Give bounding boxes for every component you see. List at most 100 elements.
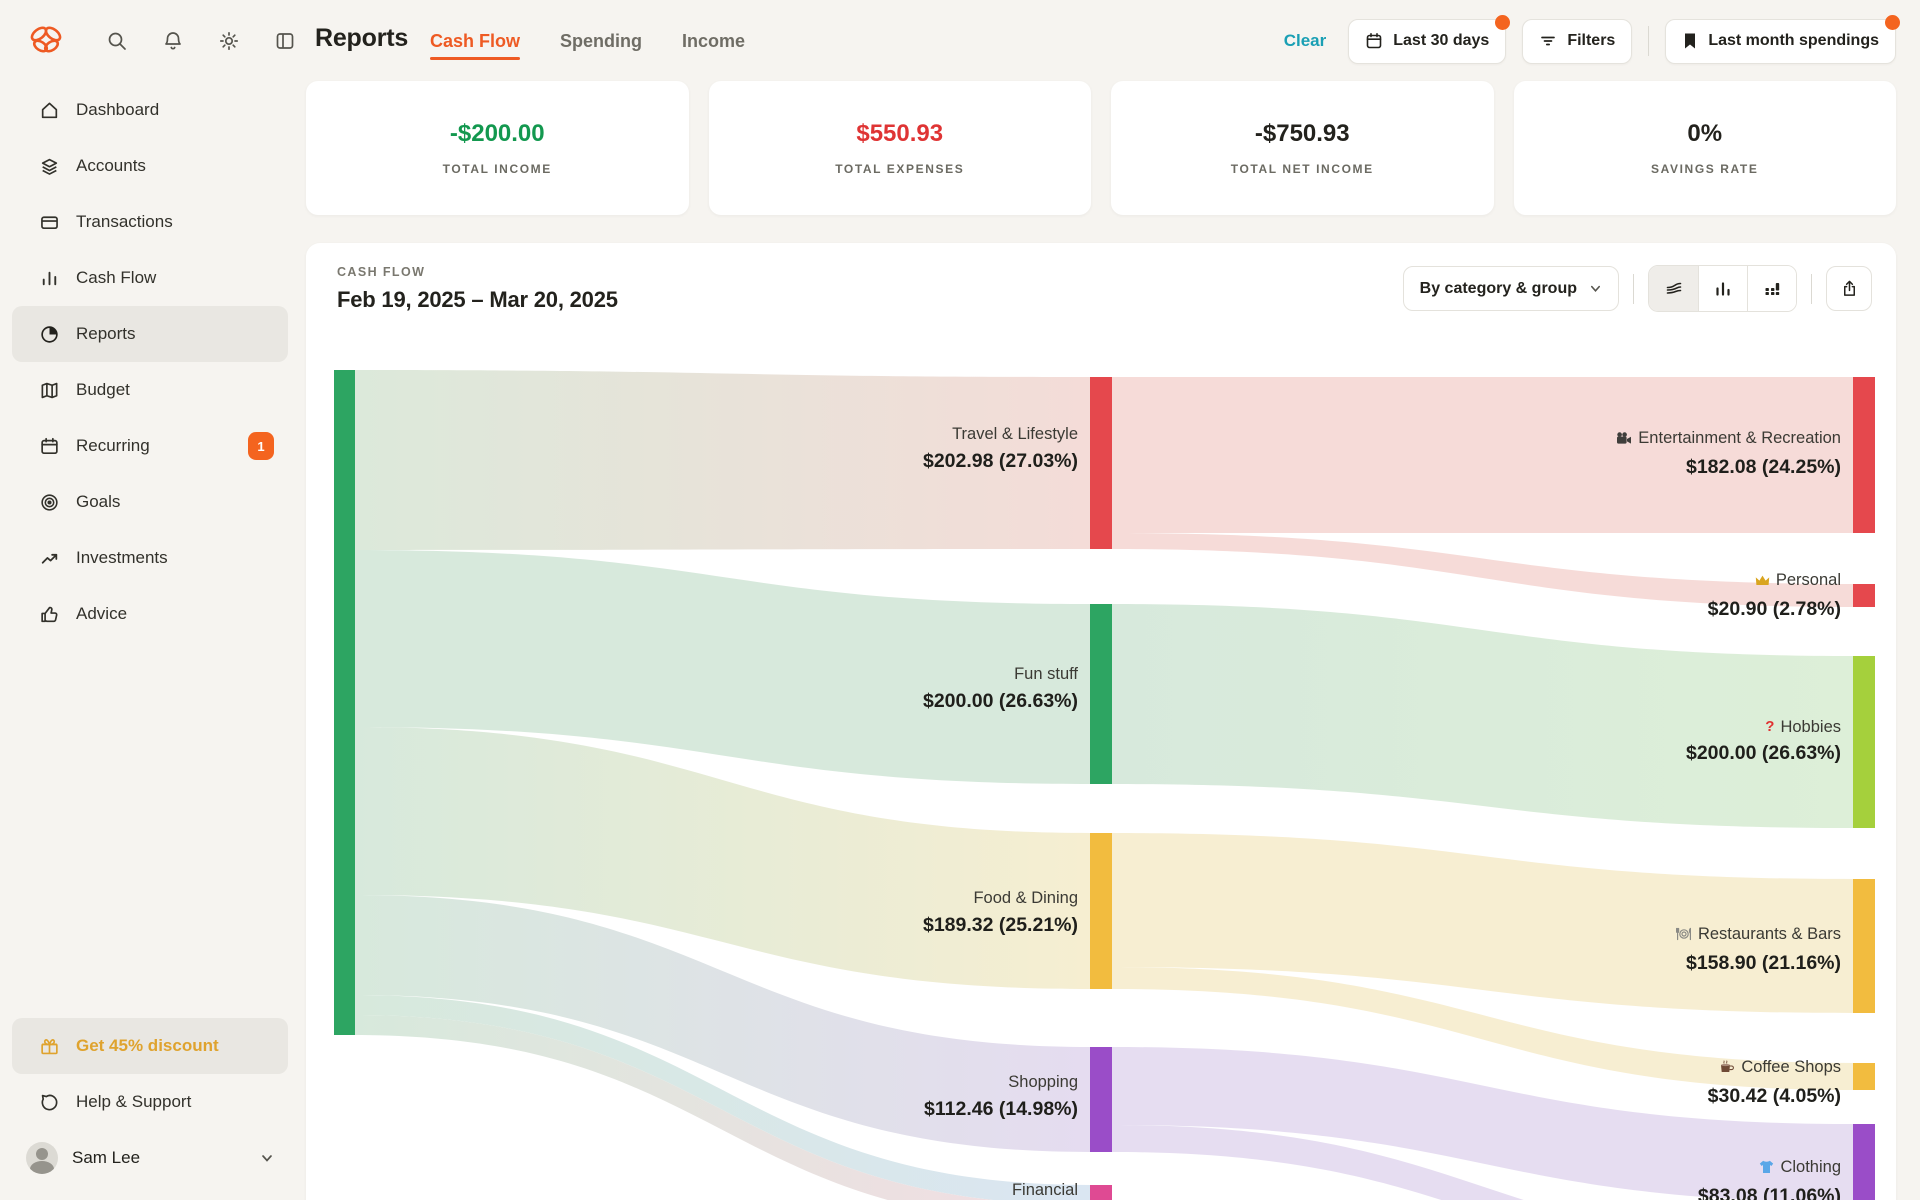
filters-button[interactable]: Filters bbox=[1522, 18, 1633, 64]
tab-spending[interactable]: Spending bbox=[560, 30, 643, 51]
bookmark-icon bbox=[1682, 32, 1698, 50]
sidebar-item-reports[interactable]: Reports bbox=[12, 306, 288, 362]
sankey-node[interactable] bbox=[1090, 604, 1112, 784]
sankey-label-financial[interactable]: Financial bbox=[1011, 1181, 1078, 1199]
user-menu[interactable]: Sam Lee bbox=[12, 1130, 288, 1186]
butterfly-logo-icon[interactable] bbox=[28, 24, 64, 56]
sidebar-item-recurring[interactable]: Recurring 1 bbox=[12, 418, 288, 474]
export-button[interactable] bbox=[1826, 266, 1872, 311]
clear-filters-link[interactable]: Clear bbox=[1283, 31, 1327, 50]
sidebar-item-dashboard[interactable]: Dashboard bbox=[12, 82, 288, 138]
movie-camera-icon bbox=[1616, 431, 1632, 445]
sankey-icon bbox=[1664, 279, 1684, 299]
target-icon bbox=[38, 491, 60, 513]
sankey-flow[interactable] bbox=[355, 895, 1090, 1152]
chat-icon bbox=[38, 1091, 60, 1113]
sankey-label-fun-stuff[interactable]: Fun stuff $200.00 (26.63%) bbox=[922, 665, 1078, 712]
sidebar-item-investments[interactable]: Investments bbox=[12, 530, 288, 586]
sidebar-item-cash-flow[interactable]: Cash Flow bbox=[12, 250, 288, 306]
sankey-node[interactable] bbox=[1853, 1124, 1875, 1200]
date-range-button[interactable]: Last 30 days bbox=[1348, 14, 1511, 64]
sidebar: Dashboard Accounts Transactions Cash Flo… bbox=[0, 82, 300, 1200]
saved-view-button[interactable]: Last month spendings bbox=[1665, 14, 1900, 64]
stacked-bar-view-button[interactable] bbox=[1747, 266, 1796, 311]
sankey-flow[interactable] bbox=[1112, 1125, 1853, 1200]
trending-up-icon bbox=[38, 547, 60, 569]
sankey-flow[interactable] bbox=[1112, 833, 1853, 1013]
sankey-node[interactable] bbox=[1090, 1047, 1112, 1152]
search-icon[interactable] bbox=[104, 28, 130, 54]
sankey-node[interactable] bbox=[1853, 656, 1875, 828]
notifications-bell-icon[interactable] bbox=[160, 28, 186, 54]
bar-chart-icon bbox=[38, 267, 60, 289]
group-by-dropdown[interactable]: By category & group bbox=[1402, 266, 1619, 311]
stacked-bar-icon bbox=[1762, 279, 1782, 299]
chart-type-switcher bbox=[1648, 265, 1797, 312]
sankey-node[interactable] bbox=[1853, 584, 1875, 607]
sankey-label-clothing[interactable]: Clothing $83.08 (11.06%) bbox=[1697, 1158, 1841, 1200]
user-name: Sam Lee bbox=[72, 1148, 141, 1167]
tab-cash-flow[interactable]: Cash Flow bbox=[430, 5, 521, 78]
sankey-flow[interactable] bbox=[1112, 377, 1853, 533]
report-tabs: Cash Flow Spending Income bbox=[430, 0, 745, 82]
home-icon bbox=[38, 99, 60, 121]
total-net-income-label: TOTAL NET INCOME bbox=[1230, 162, 1374, 176]
sankey-node[interactable] bbox=[1090, 833, 1112, 989]
sankey-label-travel-lifestyle[interactable]: Travel & Lifestyle $202.98 (27.03%) bbox=[922, 425, 1078, 472]
sidebar-item-transactions[interactable]: Transactions bbox=[12, 194, 288, 250]
sidebar-item-goals[interactable]: Goals bbox=[12, 474, 288, 530]
sankey-flow[interactable] bbox=[1112, 533, 1853, 607]
sankey-label-shopping[interactable]: Shopping $112.46 (14.98%) bbox=[924, 1073, 1078, 1120]
sankey-flow[interactable] bbox=[355, 1015, 1090, 1200]
panel-controls: By category & group bbox=[1402, 265, 1872, 312]
sidebar-item-budget[interactable]: Budget bbox=[12, 362, 288, 418]
topbar-icon-group bbox=[104, 0, 298, 82]
sankey-node[interactable] bbox=[1853, 1063, 1875, 1090]
sankey-flow[interactable] bbox=[355, 727, 1090, 989]
avatar bbox=[26, 1142, 58, 1174]
sankey-flow[interactable] bbox=[355, 550, 1090, 784]
total-net-income-value: -$750.93 bbox=[1254, 120, 1350, 147]
sidebar-toggle-icon[interactable] bbox=[272, 28, 298, 54]
sankey-node[interactable] bbox=[1853, 377, 1875, 533]
bar-chart-icon bbox=[1713, 279, 1733, 299]
active-filter-dot bbox=[1495, 14, 1511, 30]
sankey-label-personal[interactable]: Personal $20.90 (2.78%) bbox=[1707, 571, 1841, 620]
sankey-label-restaurants-bars[interactable]: Restaurants & Bars $158.90 (21.16%) bbox=[1069, 921, 1841, 976]
bar-chart-view-button[interactable] bbox=[1698, 266, 1747, 311]
sankey-flow[interactable] bbox=[1112, 967, 1853, 1090]
sankey-label-hobbies[interactable]: ? Hobbies $200.00 (26.63%) bbox=[1069, 714, 1841, 766]
panel-date-range: Feb 19, 2025 – Mar 20, 2025 bbox=[337, 287, 618, 312]
sidebar-item-accounts[interactable]: Accounts bbox=[12, 138, 288, 194]
total-expenses-value: $550.93 bbox=[856, 120, 944, 147]
thumbs-up-icon bbox=[38, 603, 60, 625]
summary-cards: -$200.00 TOTAL INCOME $550.93 TOTAL EXPE… bbox=[306, 81, 1896, 215]
active-view-dot bbox=[1885, 14, 1900, 30]
sankey-flow[interactable] bbox=[355, 995, 1090, 1200]
savings-rate-value: 0% bbox=[1687, 120, 1723, 147]
crown-icon bbox=[1755, 574, 1770, 587]
red-question-icon: ? bbox=[1765, 718, 1775, 735]
sankey-label-food-dining[interactable]: Food & Dining $189.32 (25.21%) bbox=[922, 889, 1078, 936]
promo-discount-button[interactable]: Get 45% discount bbox=[12, 1018, 288, 1074]
chevron-down-icon bbox=[1589, 282, 1602, 295]
sankey-node[interactable] bbox=[1853, 879, 1875, 1013]
sankey-view-button[interactable] bbox=[1649, 266, 1698, 311]
sankey-node[interactable] bbox=[1090, 377, 1112, 549]
settings-gear-icon[interactable] bbox=[216, 28, 242, 54]
tab-income[interactable]: Income bbox=[682, 30, 746, 51]
divider bbox=[1811, 273, 1812, 304]
fork-knife-icon bbox=[1675, 927, 1692, 941]
divider bbox=[1633, 273, 1634, 304]
help-support-item[interactable]: Help & Support bbox=[12, 1074, 288, 1130]
sankey-node[interactable] bbox=[334, 370, 355, 1035]
sidebar-item-advice[interactable]: Advice bbox=[12, 586, 288, 642]
sankey-flow[interactable] bbox=[1112, 1047, 1853, 1200]
sankey-node[interactable] bbox=[1090, 1185, 1112, 1200]
card-total-income: -$200.00 TOTAL INCOME bbox=[306, 81, 689, 215]
map-icon bbox=[38, 379, 60, 401]
sankey-flow[interactable] bbox=[1112, 604, 1853, 828]
sankey-flow[interactable] bbox=[355, 370, 1090, 550]
sankey-label-entertainment-recreation[interactable]: Entertainment & Recreation $182.08 (24.2… bbox=[1069, 425, 1841, 480]
sankey-label-coffee-shops[interactable]: Coffee Shops $30.42 (4.05%) bbox=[1707, 1058, 1841, 1107]
